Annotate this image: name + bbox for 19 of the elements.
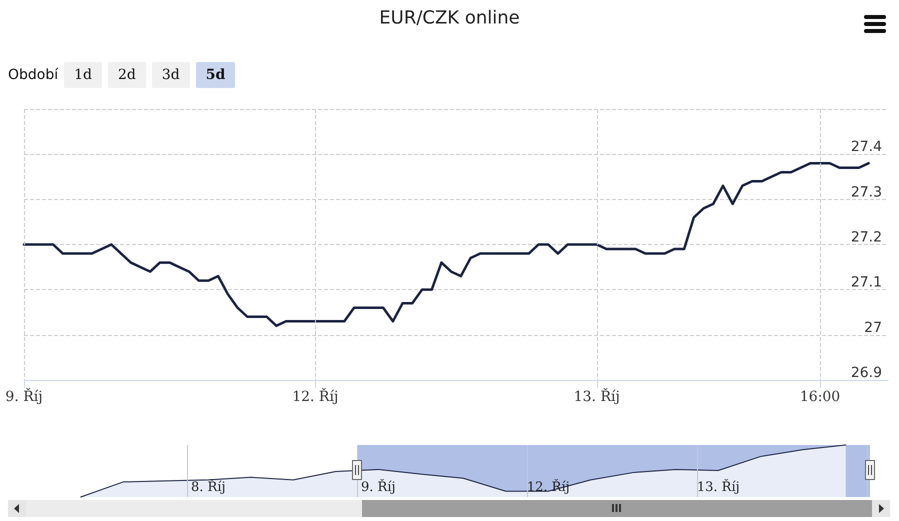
text: 2d xyxy=(108,62,146,88)
y-tick-label: 27.4 xyxy=(850,139,882,156)
x-tick-label: 13. Říj xyxy=(696,478,740,495)
text: 3d xyxy=(152,62,190,88)
x-tick-label: 16:00 xyxy=(800,389,840,405)
x-tick-label: 9. Říj xyxy=(360,478,396,495)
x-tick-label: 8. Říj xyxy=(190,478,226,495)
y-tick-label: 27.3 xyxy=(850,184,882,200)
y-tick-label: 26.9 xyxy=(850,365,882,381)
text: 1d xyxy=(64,62,102,88)
x-tick-label: 9. Říj xyxy=(5,388,43,405)
y-tick-label: 27 xyxy=(864,320,882,336)
x-tick-label: 13. Říj xyxy=(574,388,620,405)
text: 5d xyxy=(196,62,236,88)
chart-title: EUR/CZK online xyxy=(379,8,520,28)
x-tick-label: 12. Říj xyxy=(292,388,338,405)
y-tick-label: 27.2 xyxy=(850,230,882,246)
text: Období xyxy=(8,67,58,83)
y-tick-label: 27.1 xyxy=(850,274,882,291)
